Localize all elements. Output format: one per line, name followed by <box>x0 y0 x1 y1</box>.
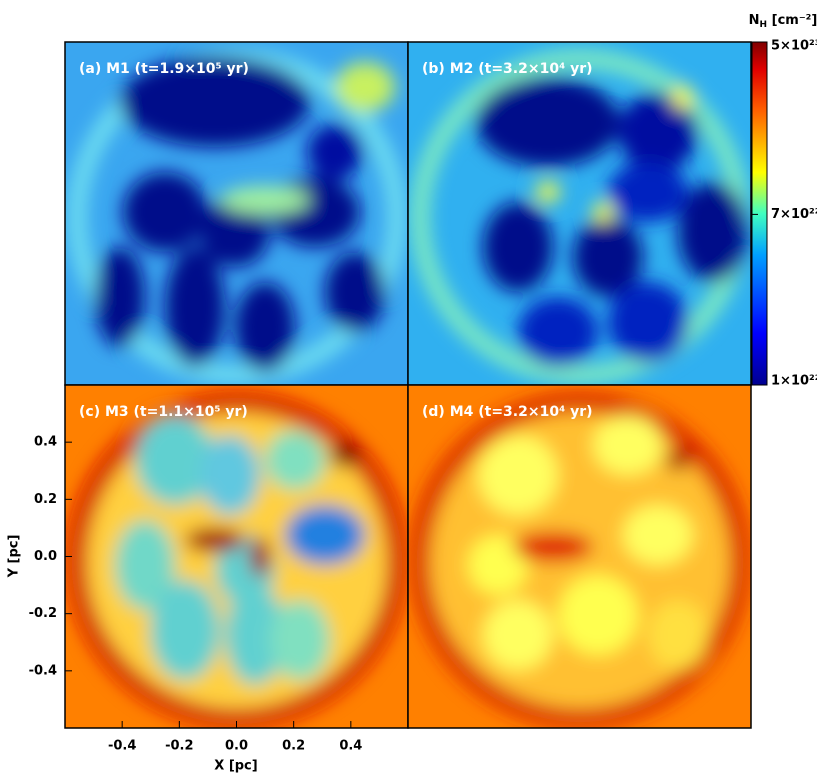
heatmap-panel: (a) M1 (t=1.9×10⁵ yr) <box>64 41 409 386</box>
x-tick-label: 0.4 <box>339 739 362 754</box>
map-feature <box>120 57 310 147</box>
y-axis-label: Y [pc] <box>7 535 22 579</box>
map-feature <box>483 600 553 670</box>
map-feature <box>666 450 690 470</box>
y-tick-label: 0.0 <box>34 549 57 564</box>
map-image <box>408 385 751 728</box>
map-structure <box>68 393 406 727</box>
map-image <box>65 385 408 728</box>
y-tick-label: -0.2 <box>29 606 57 621</box>
map-structure <box>68 50 406 384</box>
map-feature <box>307 124 363 180</box>
map-feature <box>220 186 310 214</box>
map-structure <box>411 50 749 384</box>
map-feature <box>608 282 688 362</box>
map-feature <box>150 580 220 680</box>
map-feature <box>476 77 620 167</box>
map-feature <box>185 528 245 552</box>
y-tick-label: 0.2 <box>34 492 57 507</box>
map-feature <box>593 415 663 475</box>
panel-title: (c) M3 (t=1.1×10⁵ yr) <box>79 404 248 420</box>
map-feature <box>513 532 593 562</box>
map-feature <box>483 202 553 292</box>
map-feature <box>270 600 330 680</box>
x-tick-label: 0.0 <box>225 739 248 754</box>
y-tick-label: -0.4 <box>29 663 57 678</box>
heatmap-panel: (d) M4 (t=3.2×10⁴ yr) <box>407 384 752 729</box>
map-image <box>408 42 751 385</box>
map-feature <box>678 182 748 282</box>
panel-title: (a) M1 (t=1.9×10⁵ yr) <box>79 61 249 77</box>
map-feature <box>250 537 270 577</box>
x-axis-label: X [pc] <box>214 759 257 774</box>
map-image <box>65 42 408 385</box>
map-feature <box>225 585 285 685</box>
map-feature <box>593 202 613 222</box>
panel-title: (d) M4 (t=3.2×10⁴ yr) <box>422 404 593 420</box>
map-feature <box>330 443 360 467</box>
x-tick-label: -0.4 <box>108 739 136 754</box>
x-tick-label: 0.2 <box>282 739 305 754</box>
map-feature <box>335 62 395 112</box>
map-feature <box>673 85 693 109</box>
map-feature <box>573 217 643 297</box>
map-feature <box>135 415 215 505</box>
map-feature <box>235 282 295 372</box>
map-feature <box>558 575 638 655</box>
map-feature <box>200 435 260 515</box>
colorbar-tick-label: 7×10²² <box>771 207 817 222</box>
map-feature <box>478 435 558 515</box>
x-tick-label: -0.2 <box>165 739 193 754</box>
map-feature <box>115 520 175 610</box>
heatmap-panel: (c) M3 (t=1.1×10⁵ yr) <box>64 384 409 729</box>
colorbar-tick-label: 5×10²³ <box>771 39 817 54</box>
map-feature <box>95 247 145 347</box>
map-feature <box>200 197 270 267</box>
map-feature <box>536 182 560 202</box>
colorbar <box>751 41 768 386</box>
shell-ring <box>411 393 749 727</box>
panel-frame <box>407 384 752 729</box>
map-feature <box>165 247 225 367</box>
map-feature <box>518 297 598 367</box>
map-feature <box>618 92 698 172</box>
map-structure <box>411 393 749 727</box>
map-feature <box>325 252 385 332</box>
map-feature <box>468 535 528 595</box>
heatmap-panel: (b) M2 (t=3.2×10⁴ yr) <box>407 41 752 386</box>
map-feature <box>123 172 207 252</box>
map-feature <box>623 505 693 565</box>
map-feature <box>265 430 325 490</box>
map-feature <box>285 505 365 565</box>
colorbar-title: NH [cm⁻²] <box>749 13 817 30</box>
shell-ring <box>68 393 406 727</box>
y-tick-label: 0.4 <box>34 435 57 450</box>
map-feature <box>648 600 708 670</box>
panel-title: (b) M2 (t=3.2×10⁴ yr) <box>422 61 593 77</box>
colorbar-tick-label: 1×10²² <box>771 374 817 389</box>
map-feature <box>608 162 688 222</box>
